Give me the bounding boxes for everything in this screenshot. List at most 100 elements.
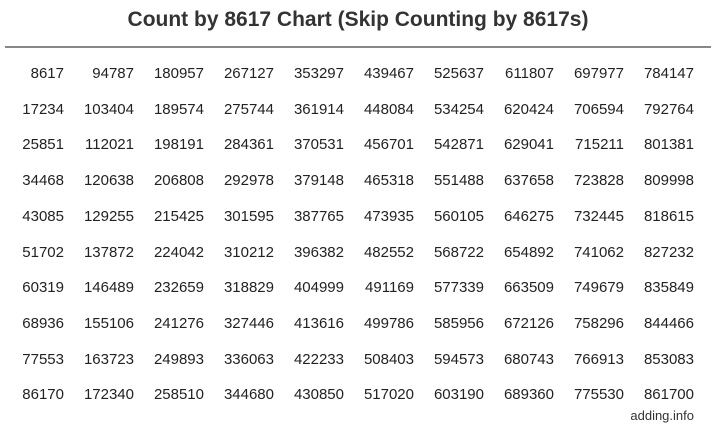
table-cell: 551488 bbox=[433, 172, 484, 190]
site-credit: adding.info bbox=[630, 408, 694, 423]
table-cell: 706594 bbox=[573, 100, 624, 118]
table-cell: 275744 bbox=[223, 100, 274, 118]
table-cell: 853083 bbox=[643, 350, 694, 368]
table-cell: 818615 bbox=[643, 207, 694, 225]
table-cell: 775530 bbox=[573, 386, 624, 404]
table-cell: 663509 bbox=[503, 279, 554, 297]
table-cell: 456701 bbox=[363, 136, 414, 154]
table-cell: 241276 bbox=[153, 314, 204, 332]
table-cell: 413616 bbox=[293, 314, 344, 332]
table-cell: 715211 bbox=[575, 136, 624, 154]
table-cell: 232659 bbox=[153, 279, 204, 297]
table-cell: 249893 bbox=[153, 350, 204, 368]
table-cell: 129255 bbox=[83, 207, 134, 225]
table-cell: 499786 bbox=[363, 314, 414, 332]
table-cell: 827232 bbox=[643, 243, 694, 261]
table-cell: 766913 bbox=[573, 350, 624, 368]
table-cell: 284361 bbox=[223, 136, 274, 154]
table-cell: 370531 bbox=[293, 136, 344, 154]
table-cell: 646275 bbox=[503, 207, 554, 225]
table-cell: 189574 bbox=[153, 100, 204, 118]
table-cell: 17234 bbox=[22, 100, 64, 118]
table-cell: 86170 bbox=[22, 386, 64, 404]
table-cell: 198191 bbox=[153, 136, 204, 154]
table-cell: 180957 bbox=[153, 65, 204, 82]
table-cell: 258510 bbox=[153, 386, 204, 404]
table-cell: 267127 bbox=[223, 65, 274, 82]
table-cell: 534254 bbox=[433, 100, 484, 118]
table-cell: 163723 bbox=[83, 350, 134, 368]
table-cell: 603190 bbox=[433, 386, 484, 404]
table-cell: 473935 bbox=[363, 207, 414, 225]
table-cell: 542871 bbox=[433, 136, 484, 154]
table-cell: 620424 bbox=[503, 100, 554, 118]
table-cell: 327446 bbox=[223, 314, 274, 332]
table-cell: 404999 bbox=[293, 279, 344, 297]
table-cell: 577339 bbox=[433, 279, 484, 297]
table-cell: 103404 bbox=[83, 100, 134, 118]
table-cell: 723828 bbox=[573, 172, 624, 190]
table-cell: 689360 bbox=[503, 386, 554, 404]
table-cell: 465318 bbox=[363, 172, 414, 190]
table-cell: 155106 bbox=[83, 314, 134, 332]
table-cell: 51702 bbox=[22, 243, 64, 261]
table-cell: 344680 bbox=[223, 386, 274, 404]
table-cell: 396382 bbox=[293, 243, 344, 261]
table-cell: 654892 bbox=[503, 243, 554, 261]
table-cell: 361914 bbox=[293, 100, 344, 118]
table-cell: 292978 bbox=[223, 172, 274, 190]
table-cell: 8617 bbox=[30, 65, 64, 82]
table-cell: 206808 bbox=[153, 172, 204, 190]
page-title: Count by 8617 Chart (Skip Counting by 86… bbox=[127, 8, 589, 31]
table-cell: 422233 bbox=[293, 350, 344, 368]
table-cell: 353297 bbox=[293, 65, 344, 82]
table-cell: 25851 bbox=[22, 136, 64, 154]
table-cell: 137872 bbox=[83, 243, 134, 261]
table-cell: 568722 bbox=[433, 243, 484, 261]
table-cell: 758296 bbox=[573, 314, 624, 332]
table-cell: 448084 bbox=[363, 100, 414, 118]
table-cell: 68936 bbox=[22, 314, 64, 332]
table-cell: 94787 bbox=[92, 65, 134, 82]
table-cell: 801381 bbox=[643, 136, 694, 154]
table-cell: 680743 bbox=[503, 350, 554, 368]
table-cell: 611807 bbox=[505, 65, 554, 82]
table-cell: 585956 bbox=[433, 314, 484, 332]
table-cell: 430850 bbox=[293, 386, 344, 404]
table-cell: 809998 bbox=[643, 172, 694, 190]
table-cell: 517020 bbox=[363, 386, 414, 404]
table-cell: 732445 bbox=[573, 207, 624, 225]
table-cell: 120638 bbox=[83, 172, 134, 190]
table-cell: 861700 bbox=[643, 386, 694, 404]
table-cell: 172340 bbox=[83, 386, 134, 404]
table-cell: 439467 bbox=[363, 65, 414, 82]
table-cell: 560105 bbox=[433, 207, 484, 225]
table-cell: 792764 bbox=[643, 100, 694, 118]
table-cell: 301595 bbox=[223, 207, 274, 225]
table-cell: 637658 bbox=[503, 172, 554, 190]
table-cell: 43085 bbox=[22, 207, 64, 225]
table-cell: 784147 bbox=[643, 65, 694, 82]
table-cell: 215425 bbox=[153, 207, 204, 225]
table-cell: 482552 bbox=[363, 243, 414, 261]
table-cell: 224042 bbox=[153, 243, 204, 261]
table-cell: 379148 bbox=[293, 172, 344, 190]
table-cell: 697977 bbox=[573, 65, 624, 82]
table-cell: 336063 bbox=[223, 350, 274, 368]
table-cell: 741062 bbox=[573, 243, 624, 261]
table-cell: 34468 bbox=[22, 172, 64, 190]
table-cell: 594573 bbox=[433, 350, 484, 368]
table-cell: 629041 bbox=[503, 136, 554, 154]
table-cell: 77553 bbox=[22, 350, 64, 368]
table-cell: 60319 bbox=[22, 279, 64, 297]
table-cell: 146489 bbox=[83, 279, 134, 297]
table-cell: 508403 bbox=[363, 350, 414, 368]
table-cell: 112021 bbox=[85, 136, 134, 154]
table-cell: 387765 bbox=[293, 207, 344, 225]
table-cell: 835849 bbox=[643, 279, 694, 297]
table-cell: 844466 bbox=[643, 314, 694, 332]
table-cell: 491169 bbox=[365, 279, 414, 297]
table-cell: 672126 bbox=[503, 314, 554, 332]
table-cell: 318829 bbox=[223, 279, 274, 297]
table-cell: 525637 bbox=[433, 65, 484, 82]
